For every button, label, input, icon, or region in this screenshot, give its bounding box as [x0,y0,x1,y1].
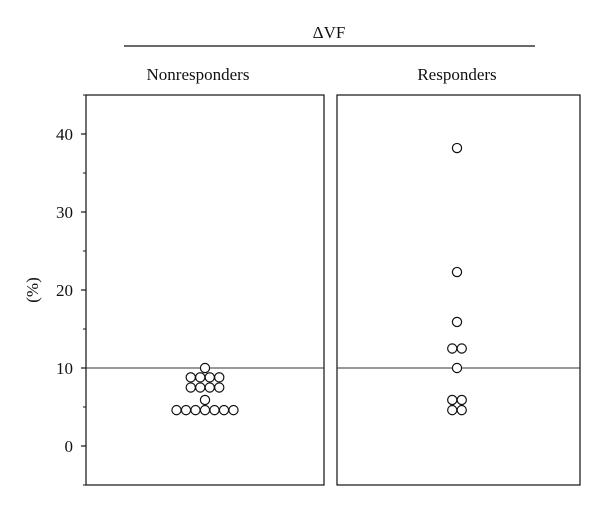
data-point [456,394,467,406]
data-point [185,372,196,383]
data-point [451,266,463,278]
panel-frame-nonresponders [85,94,325,486]
data-point [228,404,239,416]
data-point [204,382,215,393]
data-point [447,394,458,406]
data-point [180,404,192,416]
data-point [451,316,463,328]
data-point [171,404,182,416]
y-tick-label: 0 [65,437,74,456]
data-points [171,142,467,416]
data-point [447,404,458,416]
panel-title-responders: Responders [417,65,496,84]
data-point [190,404,201,416]
data-point [451,362,463,374]
panel-title-nonresponders: Nonresponders [147,65,250,84]
y-tick-label: 10 [56,359,73,378]
data-point [218,404,230,416]
data-point [447,343,458,354]
data-point [214,372,225,383]
data-point [209,404,220,416]
y-axis: 0 10 20 30 40 [56,94,86,486]
data-point [195,382,206,393]
y-tick-label: 40 [56,125,73,144]
panel-frame-responders [336,94,581,486]
y-tick-label: 30 [56,203,73,222]
data-point [214,382,225,393]
data-point [199,404,211,416]
data-point [199,394,211,406]
data-point [456,404,467,416]
chart-title: ΔVF [313,23,346,42]
data-point [199,362,211,374]
data-point [195,372,206,383]
y-tick-label: 20 [56,281,73,300]
data-point [204,372,215,383]
data-point [456,343,467,354]
data-point [451,142,463,154]
data-point [185,382,196,393]
y-axis-label: (%) [23,277,42,302]
